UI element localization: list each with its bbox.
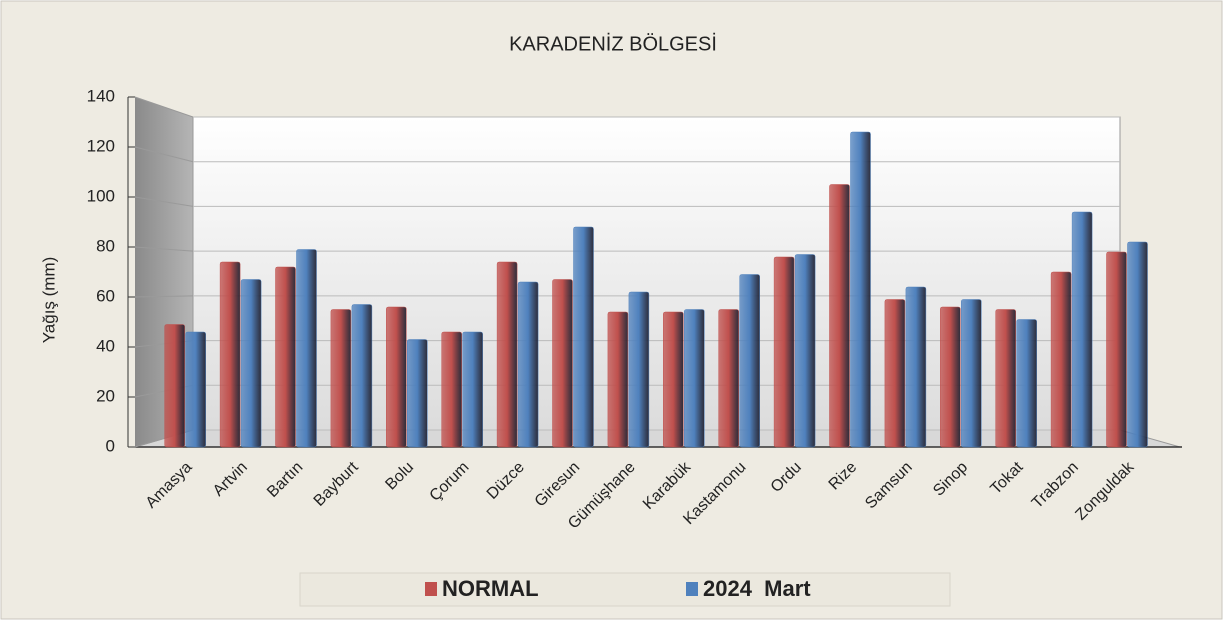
y-tick-label: 0 [106,436,115,455]
bar [552,279,573,448]
bar [517,281,539,448]
bar [164,324,185,448]
legend-label: NORMAL [442,576,539,601]
bar [185,331,206,448]
bar [663,311,684,448]
bar [219,261,241,448]
y-tick-label: 40 [96,336,115,355]
bar [829,184,850,448]
bar [573,226,594,448]
y-axis-label: Yağış (mm) [39,257,58,344]
bar [462,331,483,448]
grid-line [134,246,194,252]
grid-line [134,96,194,118]
bar [296,249,317,448]
bar [773,256,795,448]
bar [1127,241,1148,448]
bar [794,254,816,448]
bar [351,304,373,448]
bar [1050,271,1072,448]
bar [1071,211,1093,448]
bar [850,131,871,448]
bar [240,279,262,448]
y-tick-label: 80 [96,236,115,255]
y-tick-label: 140 [87,86,115,105]
bar [1106,251,1127,448]
bar [884,299,906,448]
grid-line [134,146,194,163]
bar [684,309,705,448]
bar [386,306,407,448]
bar [995,309,1016,448]
legend-swatch [425,582,437,596]
bar [961,299,982,448]
legend [299,572,951,607]
bar [628,291,650,448]
y-tick-label: 120 [87,136,115,155]
bar [1016,319,1037,448]
bar [275,266,296,448]
bar [330,309,352,448]
bar [441,331,462,448]
bar [407,339,428,448]
y-tick-label: 100 [87,186,115,205]
bar [718,309,739,448]
bar [739,274,760,448]
chart-title: KARADENİZ BÖLGESİ [509,32,717,55]
grid-line [134,295,194,298]
legend-swatch [686,582,698,596]
y-tick-label: 60 [96,286,115,305]
bar [905,286,927,448]
grid-line [134,196,194,207]
legend-label: 2024 Mart [703,576,811,601]
y-tick-label: 20 [96,386,115,405]
bar [607,311,629,448]
bar [496,261,518,448]
bar [940,306,961,448]
